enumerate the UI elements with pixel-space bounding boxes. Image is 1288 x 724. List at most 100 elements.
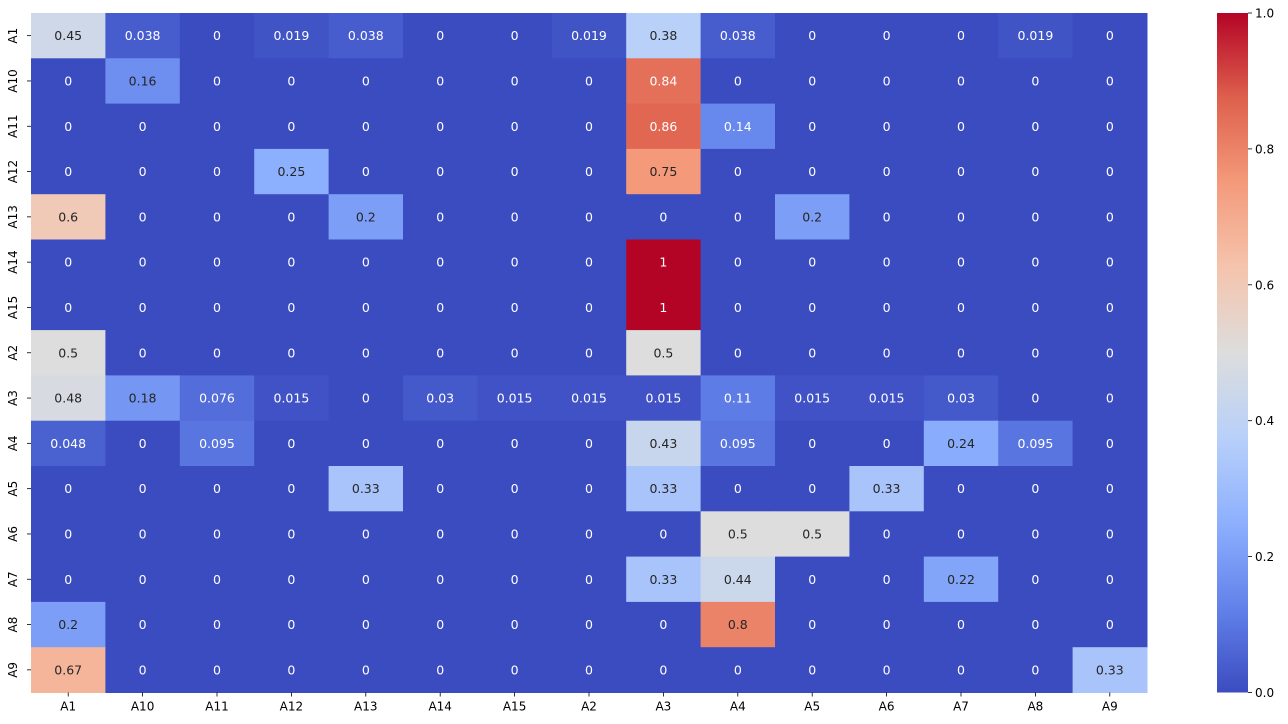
- heatmap-cell-a9-a5: [775, 647, 850, 693]
- cell-value-label: 0.75: [649, 164, 677, 179]
- cell-value-label: 0: [883, 164, 891, 179]
- heatmap-cell-a2-a9: [1072, 330, 1148, 376]
- cell-value-label: 0: [287, 526, 295, 541]
- heatmap-cell-a11-a5: [775, 103, 850, 150]
- y-tick-label: A12: [6, 160, 20, 183]
- heatmap-cell-a4-a9: [1072, 420, 1148, 467]
- heatmap-cell-a6-a6: [849, 511, 925, 558]
- cell-value-label: 0: [734, 73, 742, 88]
- x-tick-label: A14: [428, 700, 451, 714]
- heatmap-cell-a4-a7: [923, 420, 999, 467]
- cell-value-label: 0: [1031, 119, 1039, 134]
- heatmap-cell-a7-a7: [923, 556, 999, 603]
- cell-value-label: 0: [585, 436, 593, 451]
- x-tick-label: A3: [655, 700, 671, 714]
- y-tick-label: A10: [6, 69, 20, 92]
- y-tick-label: A4: [6, 435, 20, 451]
- cell-value-label: 0: [511, 255, 519, 270]
- cell-value-label: 0: [957, 209, 965, 224]
- cell-value-label: 0: [883, 73, 891, 88]
- heatmap-cell-a6-a14: [403, 511, 478, 558]
- cell-value-label: 0.095: [199, 436, 235, 451]
- heatmap-cell-a5-a5: [775, 466, 850, 512]
- heatmap-cell-a14-a4: [700, 239, 776, 286]
- heatmap-cell-a7-a14: [403, 556, 478, 603]
- heatmap-cell-a8-a2: [551, 601, 627, 648]
- cell-value-label: 0.14: [724, 119, 752, 134]
- cell-value-label: 0: [585, 617, 593, 632]
- cell-value-label: 0: [659, 526, 667, 541]
- cell-value-label: 0: [64, 526, 72, 541]
- cell-value-label: 0: [808, 345, 816, 360]
- heatmap-cell-a5-a13: [328, 466, 404, 512]
- cell-value-label: 0.33: [649, 481, 677, 496]
- heatmap-cell-a6-a15: [477, 511, 553, 558]
- heatmap-cell-a6-a1: [31, 511, 106, 558]
- heatmap-cell-a12-a14: [403, 148, 478, 195]
- cell-value-label: 0.015: [869, 391, 905, 406]
- heatmap-cell-a6-a11: [179, 511, 255, 558]
- cell-value-label: 0: [511, 209, 519, 224]
- cell-value-label: 0: [883, 28, 891, 43]
- cell-value-label: 0: [883, 345, 891, 360]
- cell-value-label: 0: [64, 164, 72, 179]
- heatmap-cell-a8-a4: [700, 601, 776, 648]
- cell-value-label: 0: [1031, 526, 1039, 541]
- cell-value-label: 0: [511, 73, 519, 88]
- heatmap-cell-a7-a4: [700, 556, 776, 603]
- heatmap-cell-a4-a11: [179, 420, 255, 467]
- cell-value-label: 0: [213, 300, 221, 315]
- heatmap-cell-a11-a4: [700, 103, 776, 150]
- cell-value-label: 0: [139, 572, 147, 587]
- heatmap-cell-a11-a14: [403, 103, 478, 150]
- y-tick-label: A8: [6, 617, 20, 633]
- cell-value-label: 0.67: [54, 662, 82, 677]
- cell-value-label: 0: [1031, 73, 1039, 88]
- heatmap-cell-a8-a10: [105, 601, 181, 648]
- cell-value-label: 0: [511, 662, 519, 677]
- cell-value-label: 0: [139, 345, 147, 360]
- heatmap-cell-a12-a1: [31, 148, 106, 195]
- cell-value-label: 0: [64, 73, 72, 88]
- cell-value-label: 0: [287, 119, 295, 134]
- cell-value-label: 0: [1106, 436, 1114, 451]
- cell-value-label: 0: [436, 300, 444, 315]
- heatmap-cell-a2-a10: [105, 330, 181, 376]
- cell-value-label: 0: [808, 73, 816, 88]
- heatmap-cell-labels: 0.45 0.038 0 0.019 0.038 0 0 0.019 0.38 0.038 0 0 0 0…: [50, 28, 1123, 677]
- cell-value-label: 0: [1031, 209, 1039, 224]
- heatmap-cell-a8-a11: [179, 601, 255, 648]
- x-tick-label: A8: [1027, 700, 1043, 714]
- heatmap-cell-a10-a7: [923, 58, 999, 105]
- heatmap-cell-a2-a6: [849, 330, 925, 376]
- cell-value-label: 0: [585, 526, 593, 541]
- heatmap-cell-a2-a8: [998, 330, 1074, 376]
- heatmap-cell-a1-a2: [551, 13, 627, 59]
- x-tick-label: A11: [205, 700, 228, 714]
- colorbar-tick-label: 0.2: [1255, 550, 1274, 564]
- cell-value-label: 0: [287, 300, 295, 315]
- cell-value-label: 0: [139, 119, 147, 134]
- heatmap-cell-a2-a15: [477, 330, 553, 376]
- heatmap-cell-a2-a5: [775, 330, 850, 376]
- heatmap-cell-a4-a4: [700, 420, 776, 467]
- cell-value-label: 0: [883, 209, 891, 224]
- cell-value-label: 0.019: [274, 28, 310, 43]
- cell-value-label: 0.048: [50, 436, 86, 451]
- cell-value-label: 0: [585, 255, 593, 270]
- heatmap-cell-a7-a11: [179, 556, 255, 603]
- heatmap-cell-a8-a12: [254, 601, 330, 648]
- cell-value-label: 0: [585, 345, 593, 360]
- cell-value-label: 0: [1031, 255, 1039, 270]
- cell-value-label: 0.25: [277, 164, 305, 179]
- cell-value-label: 0: [883, 300, 891, 315]
- cell-value-label: 0: [957, 164, 965, 179]
- cell-value-label: 0: [957, 617, 965, 632]
- cell-value-label: 0.11: [724, 391, 752, 406]
- cell-value-label: 0: [362, 662, 370, 677]
- cell-value-label: 0: [585, 209, 593, 224]
- heatmap-cell-a1-a5: [775, 13, 850, 59]
- cell-value-label: 0: [957, 526, 965, 541]
- heatmap-cell-a9-a4: [700, 647, 776, 693]
